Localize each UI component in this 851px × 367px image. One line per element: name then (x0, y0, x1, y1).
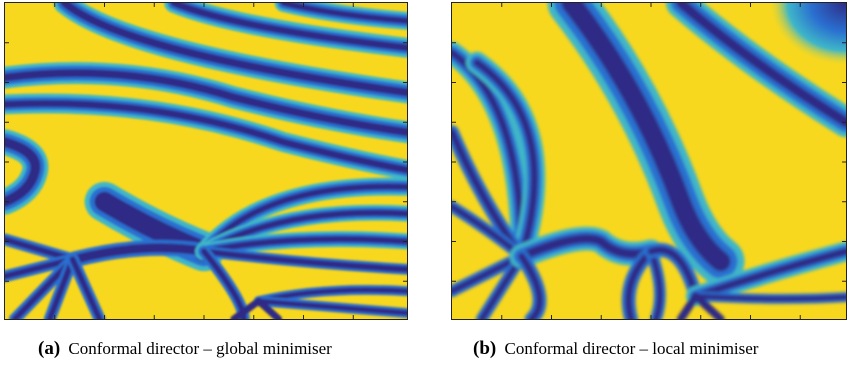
caption-a-label: (a) (38, 338, 61, 359)
panel-b-image (451, 2, 847, 320)
panel-a-texture (5, 3, 407, 319)
caption-b-text: Conformal director – local minimiser (504, 339, 759, 358)
panel-a-image (4, 2, 408, 320)
caption-b: (b) Conformal director – local minimiser (473, 338, 758, 360)
caption-a-text: Conformal director – global minimiser (68, 339, 332, 358)
caption-b-label: (b) (473, 338, 497, 359)
panel-a-upper-stripes (5, 3, 407, 180)
caption-a: (a) Conformal director – global minimise… (38, 338, 332, 360)
panel-b-texture (452, 3, 846, 319)
